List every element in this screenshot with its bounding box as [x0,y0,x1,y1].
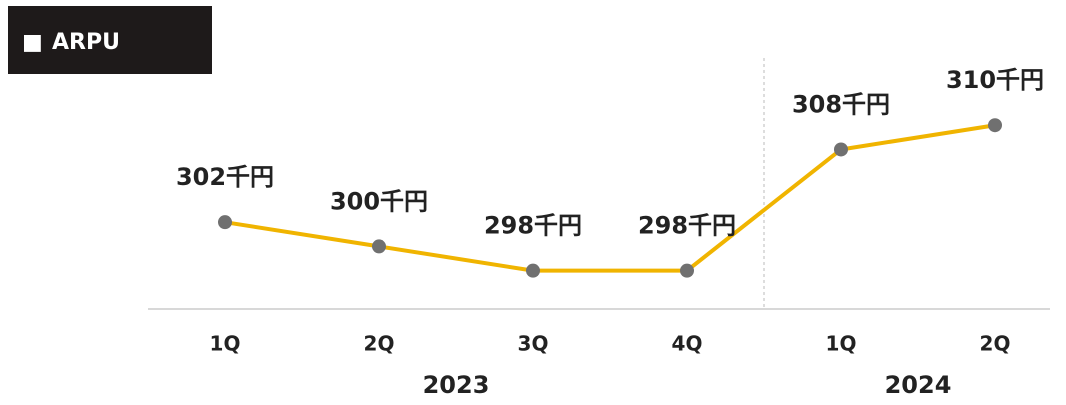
x-tick-label: 2Q [980,332,1011,356]
x-tick-label: 3Q [518,332,549,356]
line [224,123,996,273]
data-label: 300千円 [330,187,428,215]
data-label: 308千円 [792,90,890,118]
marker [834,142,848,157]
group-label: 2023 [423,371,490,399]
x-tick-label: 2Q [364,332,395,356]
x-tick-label: 4Q [672,332,703,356]
data-label: 298千円 [484,212,582,240]
x-tick-label: 1Q [210,332,241,356]
chart-title: ARPU [52,30,120,55]
x-tick-label: 1Q [826,332,857,356]
group-label: 2024 [885,371,952,399]
marker [218,215,232,230]
marker [372,239,386,254]
data-label: 310千円 [946,66,1044,94]
title-icon: ■ [22,30,43,55]
data-label: 298千円 [638,212,736,240]
data-label: 302千円 [176,163,274,191]
marker [526,263,540,278]
marker [680,263,694,278]
marker [988,118,1002,133]
title-box [8,6,212,74]
